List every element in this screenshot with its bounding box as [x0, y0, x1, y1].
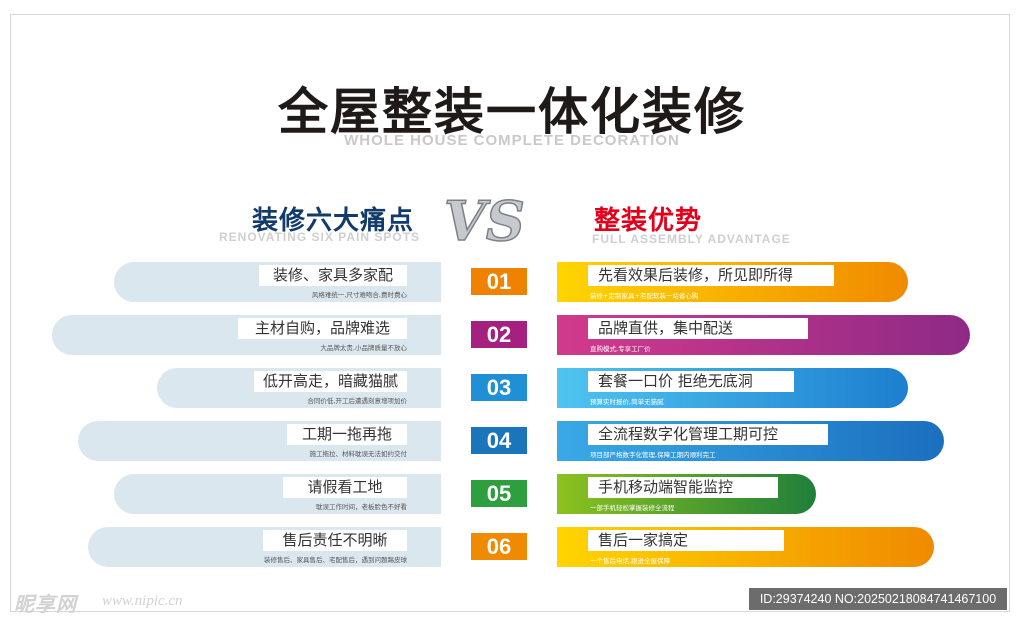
watermark-logo: 昵享网	[14, 592, 77, 616]
advantage-description: 项目部严格数字化管理,保障工期内顺利完工	[590, 451, 716, 459]
row-number-badge: 03	[471, 374, 527, 401]
vs-emblem: VS	[443, 190, 525, 248]
pain-point-description: 耽误工作时间，老板脸色不好看	[316, 503, 407, 511]
advantages-subheading: FULL ASSEMBLY ADVANTAGE	[592, 232, 791, 246]
advantages-heading: 整装优势	[594, 206, 703, 236]
pain-point-description: 风格难统一,尺寸难吻合,费时费心	[311, 291, 407, 299]
advantage-label: 品牌直供，集中配送	[588, 318, 808, 339]
image-id-bar: ID:29374240 NO:20250218084741467100	[749, 588, 1007, 610]
pain-point-label: 装修、家具多家配	[259, 265, 407, 286]
row-number-badge: 05	[471, 480, 527, 507]
advantage-description: 一个售后电话,跟进全屋保障	[590, 557, 671, 565]
advantage-label: 售后一家搞定	[588, 530, 784, 551]
pain-point-label: 低开高走，暗藏猫腻	[254, 371, 407, 392]
row-number-badge: 02	[471, 321, 527, 348]
advantage-label: 套餐一口价 拒绝无底洞	[588, 371, 794, 392]
pain-points-subheading: RENOVATING SIX PAIN SPOTS	[219, 230, 421, 244]
advantage-description: 直购模式,专享工厂价	[590, 345, 651, 353]
row-number-badge: 04	[471, 427, 527, 454]
page-frame	[10, 14, 1010, 612]
pain-point-label: 工期一拖再拖	[287, 424, 407, 445]
pain-point-label: 售后责任不明晰	[263, 530, 407, 551]
vs-text: VS	[444, 190, 525, 248]
row-number-badge: 06	[471, 533, 527, 560]
pain-points-heading: 装修六大痛点	[252, 206, 415, 236]
pain-point-description: 合同价低,开工后遭遇刻意增项加价	[307, 397, 407, 405]
page-title: 全屋整装一体化装修	[278, 83, 746, 141]
pain-point-label: 主材自购，品牌难选	[238, 318, 407, 339]
pain-point-description: 大品牌太贵,小品牌质量不放心	[320, 344, 407, 352]
advantage-description: 装修+定制家具+宅配软装一站省心购	[590, 292, 699, 300]
pain-point-description: 施工拖拉、材料耽误无法如约交付	[309, 450, 408, 458]
watermark-url: www.nipic.cn	[102, 593, 183, 609]
row-number-badge: 01	[471, 268, 527, 295]
advantage-label: 全流程数字化管理工期可控	[588, 424, 828, 445]
advantage-label: 先看效果后装修，所见即所得	[588, 265, 834, 286]
pain-point-label: 请假看工地	[283, 477, 407, 498]
advantage-label: 手机移动端智能监控	[588, 477, 778, 498]
pain-point-description: 装修售后、家具售后、宅配售后，遇到问题踢皮球	[264, 556, 407, 564]
advantage-description: 预算实时报价,简单无猫腻	[590, 398, 664, 406]
page-subtitle: WHOLE HOUSE COMPLETE DECORATION	[344, 132, 680, 149]
advantage-description: 一部手机轻松掌握装修全流程	[590, 504, 675, 512]
